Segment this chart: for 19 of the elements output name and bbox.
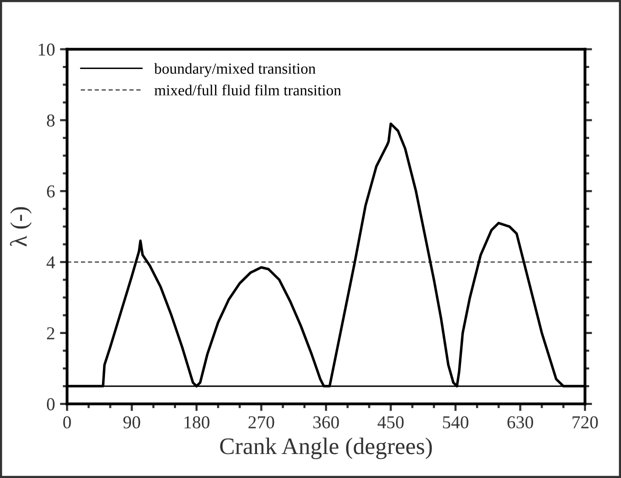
x-tick-label: 90 — [123, 416, 140, 428]
legend-label: mixed/full fluid film transition — [154, 84, 342, 96]
x-tick-label: 0 — [63, 416, 71, 428]
y-tick-label: 10 — [38, 43, 55, 56]
x-tick-label: 180 — [184, 416, 210, 428]
x-tick-label: 720 — [572, 416, 598, 428]
y-tick-label: 4 — [46, 256, 55, 268]
legend-label: boundary/mixed transition — [154, 63, 316, 77]
x-tick-label: 360 — [313, 416, 339, 428]
y-tick-label: 6 — [47, 185, 55, 198]
y-tick-label: 0 — [46, 398, 55, 410]
x-tick-label: 450 — [378, 416, 404, 428]
x-tick-label: 270 — [248, 416, 274, 428]
y-tick-label: 2 — [47, 327, 54, 340]
y-axis-title: λ (-) — [10, 207, 32, 246]
x-axis-title: Crank Angle (degrees) — [220, 438, 432, 460]
x-tick-label: 630 — [507, 416, 534, 428]
y-tick-label: 8 — [46, 114, 55, 127]
x-tick-label: 540 — [443, 416, 468, 428]
